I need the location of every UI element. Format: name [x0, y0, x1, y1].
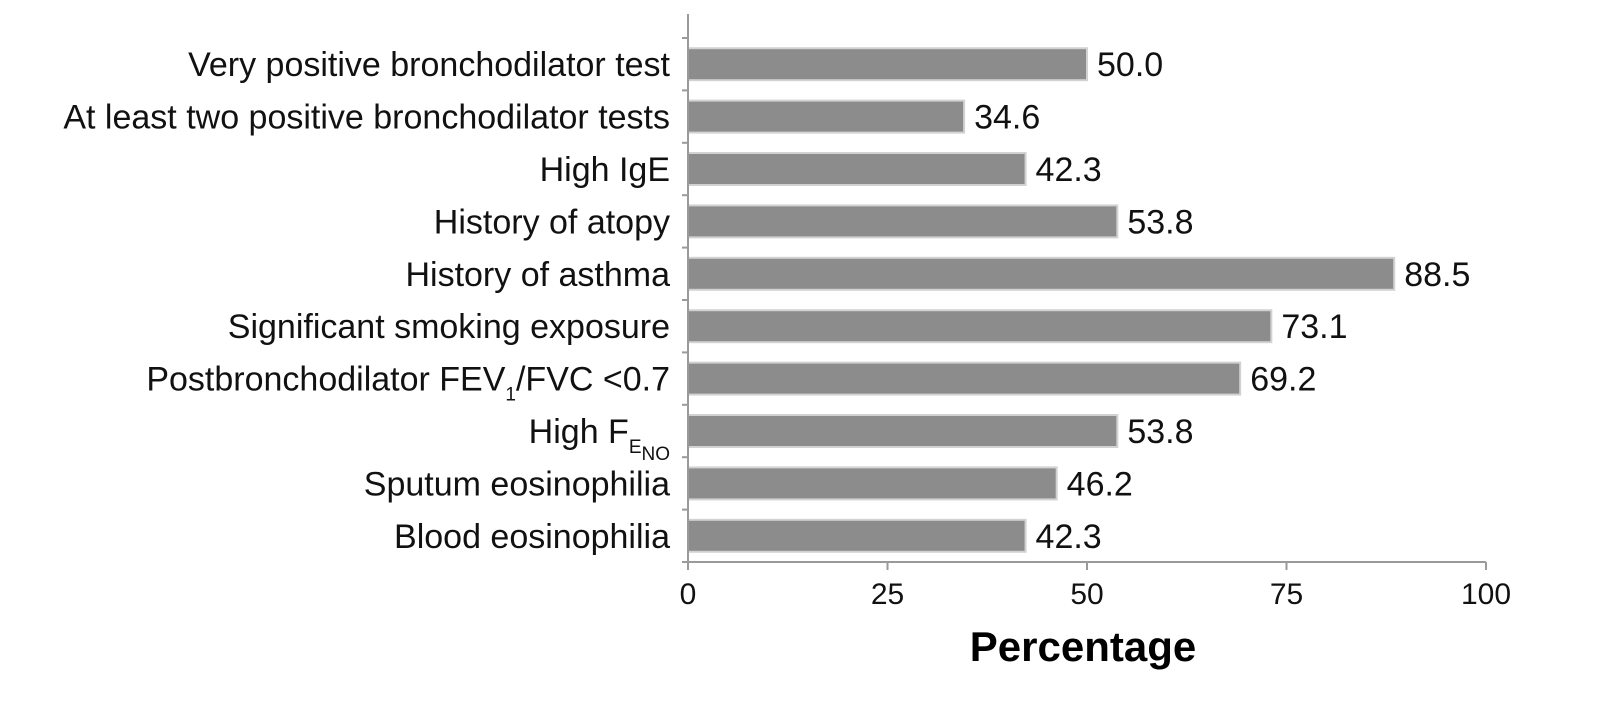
value-label-0: 50.0	[1097, 46, 1163, 84]
bar-5	[687, 309, 1273, 344]
value-label-9: 42.3	[1036, 518, 1102, 556]
bar-6	[687, 361, 1242, 396]
category-label-5: Significant smoking exposure	[228, 308, 670, 346]
value-labels-group: 50.0 34.6 42.3 53.8 88.5 73.1 69.2 53.8 46.2 42.3	[974, 46, 1470, 556]
value-label-1: 34.6	[974, 99, 1040, 137]
bar-8	[687, 466, 1058, 501]
value-label-2: 42.3	[1036, 151, 1102, 189]
category-label-7: High FENO	[529, 413, 670, 465]
value-label-3: 53.8	[1127, 203, 1193, 241]
value-label-6: 69.2	[1250, 361, 1316, 399]
category-label-0: Very positive bronchodilator test	[188, 46, 670, 84]
category-label-3: History of atopy	[434, 203, 670, 241]
category-label-8: Sputum eosinophilia	[364, 465, 670, 503]
category-label-9: Blood eosinophilia	[394, 518, 670, 556]
x-tick-label-3: 75	[1270, 578, 1303, 611]
value-label-8: 46.2	[1067, 465, 1133, 503]
bar-9	[687, 518, 1027, 553]
value-label-4: 88.5	[1404, 256, 1470, 294]
value-label-7: 53.8	[1127, 413, 1193, 451]
bar-3	[687, 204, 1119, 239]
x-tick-label-2: 50	[1070, 578, 1103, 611]
bars-group	[687, 47, 1396, 553]
category-label-6: Postbronchodilator FEV1/FVC <0.7	[146, 361, 670, 406]
category-label-1: At least two positive bronchodilator tes…	[63, 99, 670, 137]
x-tick-label-1: 25	[871, 578, 904, 611]
axes-group: 0 25 50 75 100	[680, 14, 1511, 611]
bar-7	[687, 414, 1119, 448]
value-label-5: 73.1	[1281, 308, 1347, 346]
x-tick-label-0: 0	[680, 578, 697, 611]
category-label-2: High IgE	[540, 151, 670, 189]
x-tick-label-4: 100	[1461, 578, 1511, 611]
bar-1	[687, 99, 966, 134]
x-axis-title: Percentage	[970, 623, 1196, 670]
category-label-4: History of asthma	[405, 256, 670, 294]
bar-0	[687, 47, 1088, 82]
category-labels-group: Very positive bronchodilator test At leas…	[63, 46, 670, 556]
bar-2	[687, 152, 1027, 186]
bar-4	[687, 256, 1396, 291]
